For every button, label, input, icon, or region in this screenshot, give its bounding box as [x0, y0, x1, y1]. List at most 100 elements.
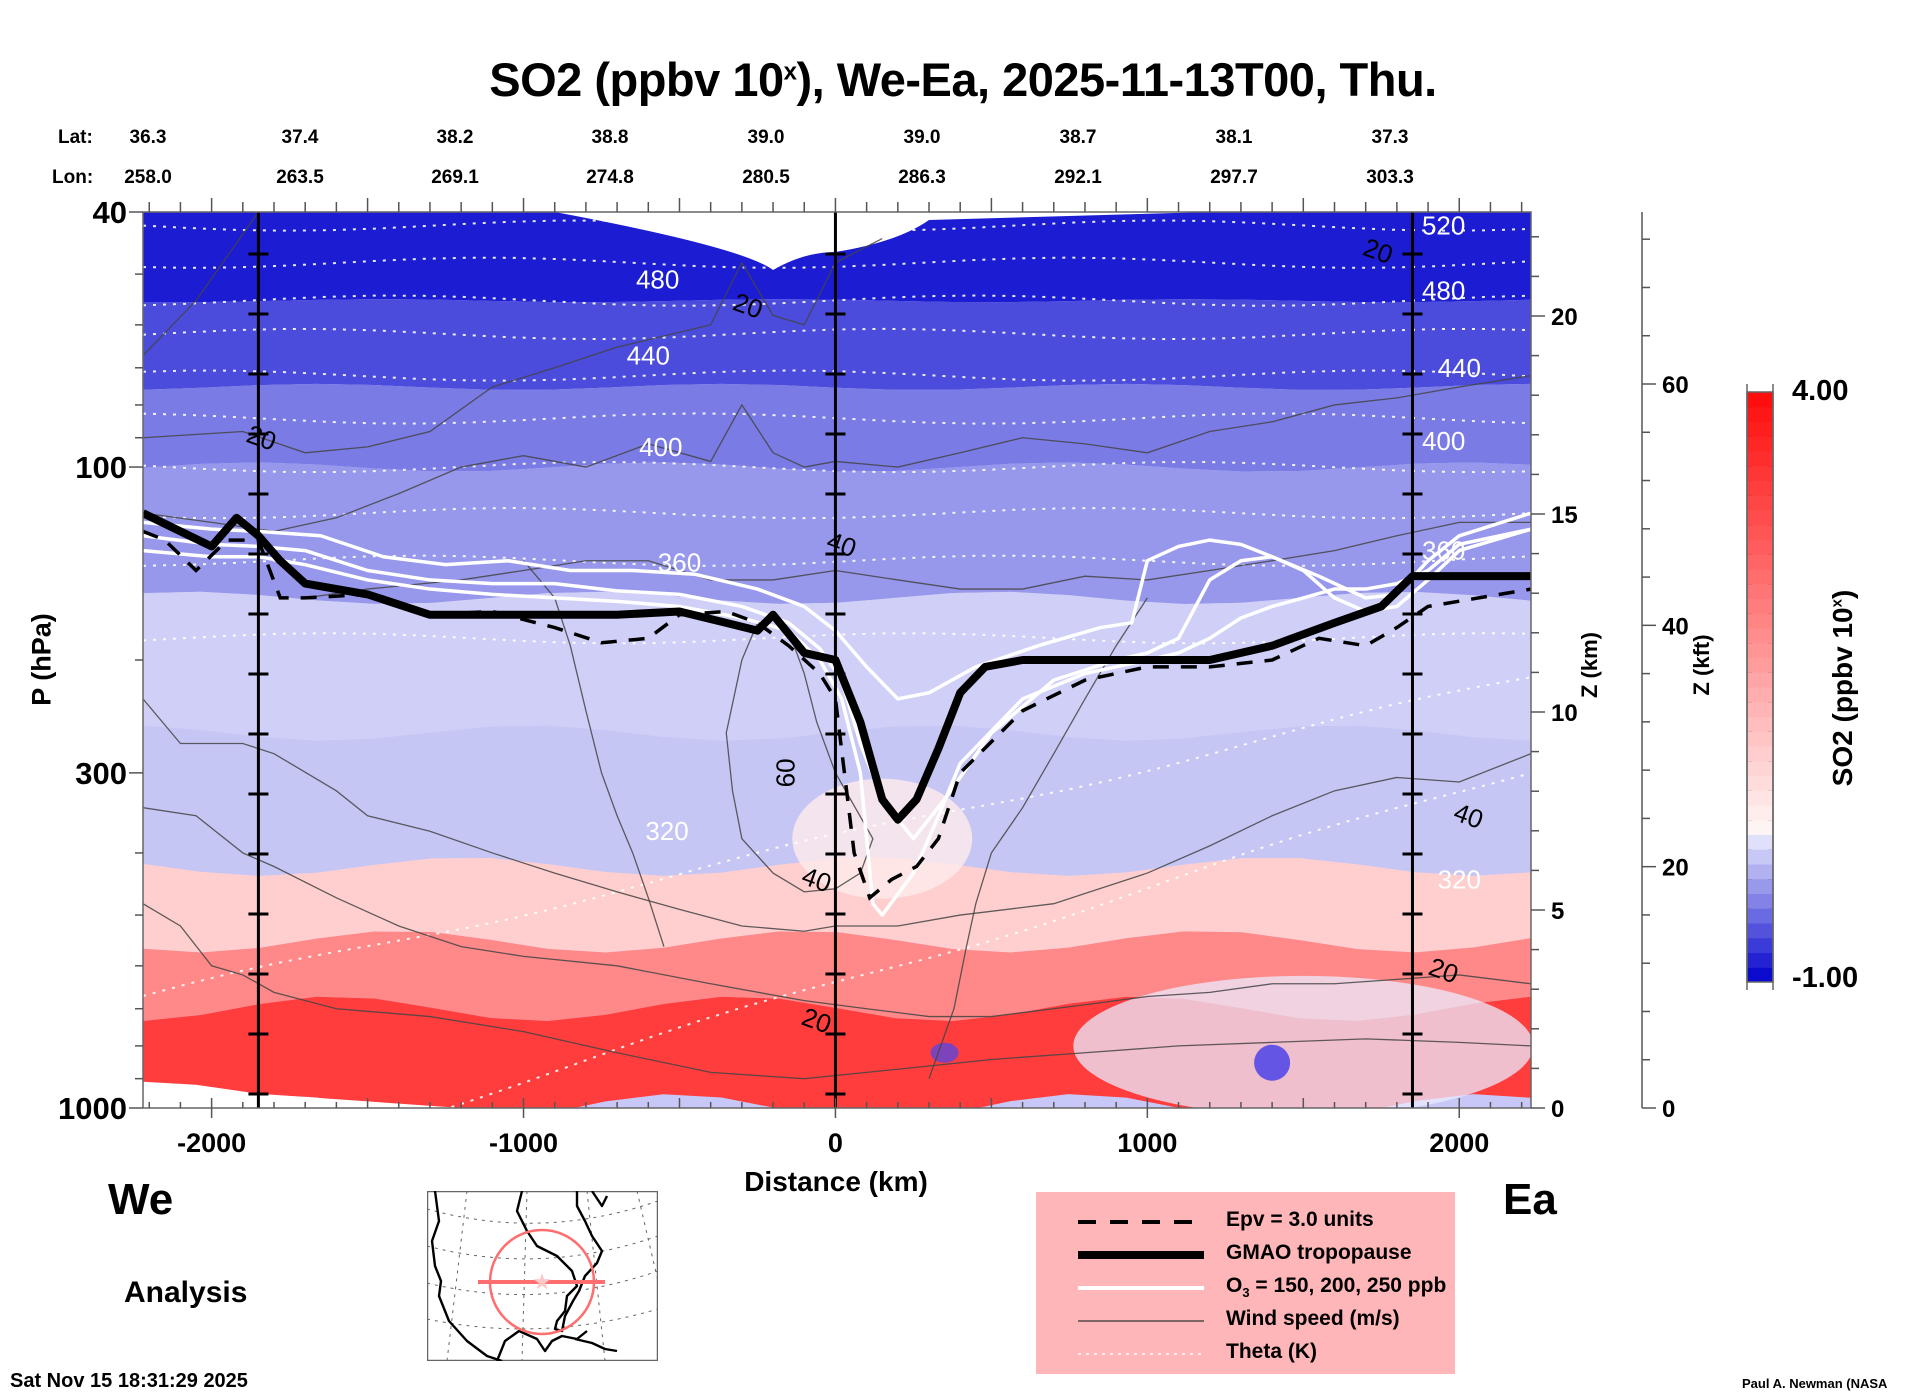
credit-text: Paul A. Newman (NASA: [1742, 1376, 1888, 1391]
theta-label: 360: [658, 548, 701, 578]
ozone-line-250: [143, 511, 1531, 701]
ozone-contours: [143, 511, 1531, 917]
z-kft-tick-label: 20: [1662, 855, 1689, 882]
colorbar-band: [1747, 716, 1773, 732]
analysis-label: Analysis: [124, 1276, 248, 1309]
wind-line-sample: [1078, 1320, 1204, 1322]
colorbar-band: [1747, 849, 1773, 865]
colorbar-band: [1747, 893, 1773, 909]
x-axis-label: Distance (km): [744, 1166, 928, 1197]
lon-value: 292.1: [1054, 167, 1102, 188]
theta-label: 320: [645, 816, 688, 846]
epv-line-sample: [1078, 1220, 1204, 1224]
lon-value: 280.5: [742, 167, 790, 188]
colorbar-band: [1747, 554, 1773, 570]
wind-contour: [143, 698, 1531, 932]
colorbar-band: [1747, 819, 1773, 835]
inset-map: ★: [427, 1191, 658, 1361]
lon-value: 303.3: [1366, 167, 1414, 188]
lon-value: 274.8: [586, 167, 634, 188]
ozone-line-sample: [1078, 1286, 1204, 1290]
wind-contour: [928, 597, 1148, 1079]
colorbar-band: [1747, 436, 1773, 452]
lat-value: 39.0: [903, 127, 941, 148]
so2-blue-spot: [930, 1042, 959, 1063]
wind-contour: [143, 212, 259, 357]
so2-band: [143, 299, 1531, 390]
colorbar-band: [1747, 628, 1773, 644]
z-km-tick-label: 0: [1551, 1096, 1564, 1123]
wind-label: 60: [771, 758, 801, 787]
ozone-line-150: [143, 527, 1531, 917]
x-tick-label: 1000: [1117, 1128, 1177, 1158]
colorbar-band: [1747, 480, 1773, 496]
colorbar-band: [1747, 539, 1773, 555]
z-kft-tick-label: 40: [1662, 613, 1689, 640]
lon-value: 263.5: [276, 167, 324, 188]
x-tick-label: 2000: [1429, 1128, 1489, 1158]
lon-value: 286.3: [898, 167, 946, 188]
colorbar-band: [1747, 731, 1773, 747]
colorbar-band: [1747, 451, 1773, 467]
z-km-tick-label: 5: [1551, 898, 1564, 925]
legend-item-theta: Theta (K): [1036, 1338, 1455, 1371]
legend: Epv = 3.0 units GMAO tropopause O3 = 150…: [1036, 1192, 1455, 1374]
theta-label: 480: [636, 265, 679, 295]
colorbar-band: [1747, 613, 1773, 629]
legend-item-wind: Wind speed (m/s): [1036, 1305, 1455, 1338]
colorbar-band: [1747, 908, 1773, 924]
theta-label: 400: [639, 432, 682, 462]
lon-value: 269.1: [431, 167, 479, 188]
colorbar-band: [1747, 967, 1773, 983]
colorbar-min-label: -1.00: [1792, 962, 1859, 994]
wind-contour: [143, 237, 883, 454]
map-coastlines: [430, 1191, 618, 1361]
colorbar-band: [1747, 878, 1773, 894]
lat-value: 38.1: [1215, 127, 1253, 148]
lat-value: 36.3: [129, 127, 167, 148]
missing-data-surface: [143, 1081, 462, 1108]
x-tick-label: 0: [828, 1128, 843, 1158]
theta-label: 440: [627, 341, 670, 371]
so2-field: [143, 212, 1531, 1108]
colorbar-band: [1747, 406, 1773, 422]
z-kft-tick-label: 60: [1662, 372, 1689, 399]
map-frame: [427, 1191, 658, 1361]
tropopause-line-sample: [1078, 1251, 1204, 1259]
colorbar-band: [1747, 524, 1773, 540]
colorbar-band: [1747, 672, 1773, 688]
missing-data-top: [554, 212, 1210, 270]
east-label: Ea: [1503, 1175, 1557, 1224]
colorbar: [1746, 384, 1774, 990]
theta-line-460: [143, 327, 1531, 341]
colorbar-band: [1747, 701, 1773, 717]
colorbar-band: [1747, 923, 1773, 939]
so2-plume: [792, 778, 973, 899]
lat-value: 39.0: [747, 127, 785, 148]
wind-contour: [143, 903, 1531, 1080]
chart-title: SO2 (ppbv 10x), We-Ea, 2025-11-13T00, Th…: [489, 53, 1437, 106]
theta-line-500: [143, 256, 1531, 269]
wind-contours: [143, 212, 1531, 1080]
lat-value: 38.7: [1059, 127, 1097, 148]
theta-label: 400: [1422, 426, 1465, 456]
colorbar-band: [1747, 746, 1773, 762]
theta-line-480: [143, 294, 1531, 307]
colorbar-band: [1747, 834, 1773, 850]
theta-line-380: [143, 507, 1531, 520]
colorbar-band: [1747, 510, 1773, 526]
theta-line-440: [143, 369, 1531, 382]
axes: -2000 -1000 0 1000 2000 40 100 300 1000 0 5 10 15 20 0…: [58, 195, 1689, 1158]
colorbar-band: [1747, 569, 1773, 585]
lon-prefix: Lon:: [52, 167, 94, 188]
theta-label: 360: [1422, 536, 1465, 566]
colorbar-band: [1747, 598, 1773, 614]
center-star-icon: ★: [532, 1269, 552, 1294]
theta-line-420: [143, 412, 1531, 425]
colorbar-band: [1747, 937, 1773, 953]
colorbar-title: SO2 (ppbv 10x): [1827, 589, 1858, 787]
theta-line-360: [143, 554, 1531, 567]
lat-value: 37.4: [281, 127, 319, 148]
lat-value: 37.3: [1371, 127, 1409, 148]
lat-prefix: Lat:: [58, 127, 93, 148]
